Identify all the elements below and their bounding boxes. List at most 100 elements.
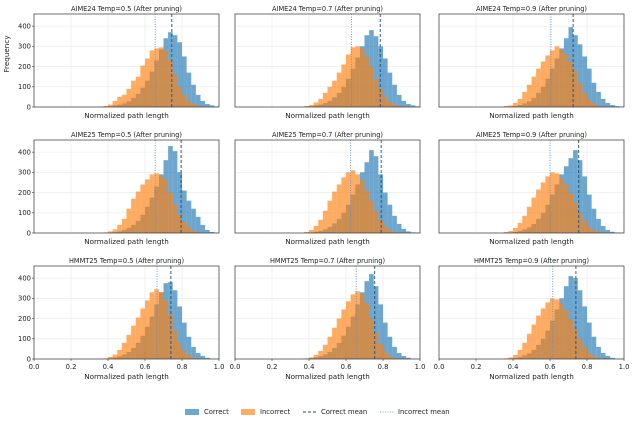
axes-frame	[33, 13, 220, 108]
bar-correct	[200, 355, 206, 359]
bar-correct	[387, 336, 393, 359]
bar-incorrect	[554, 46, 560, 107]
bar-correct	[186, 200, 192, 233]
bar-correct	[600, 352, 606, 359]
bar-correct	[195, 352, 201, 359]
legend-swatch-incorrect	[241, 409, 255, 415]
bar-incorrect	[108, 231, 113, 233]
panel-title: AIME24 Temp=0.9 (After pruning)	[476, 5, 587, 13]
bar-correct	[177, 172, 182, 233]
bar-correct	[577, 160, 583, 233]
bar-incorrect	[191, 230, 196, 233]
bar-incorrect	[108, 356, 113, 359]
bar-incorrect	[559, 178, 564, 233]
bar-incorrect	[536, 315, 541, 359]
y-tick-label: 100	[18, 83, 31, 91]
bar-correct	[182, 190, 187, 233]
bar-incorrect	[587, 226, 592, 233]
bar-incorrect	[168, 192, 173, 233]
bar-incorrect	[131, 80, 136, 107]
bar-incorrect	[112, 229, 118, 233]
bar-incorrect	[392, 357, 397, 359]
bar-incorrect	[545, 302, 550, 359]
y-tick-label: 300	[18, 295, 31, 303]
bar-correct	[610, 357, 615, 359]
bar-correct	[186, 72, 192, 107]
bar-incorrect	[332, 80, 337, 107]
bar-correct	[401, 355, 407, 359]
bar-incorrect	[350, 294, 356, 359]
bar-incorrect	[121, 94, 127, 107]
bar-correct	[573, 150, 578, 233]
x-axis-label: Normalized path length	[84, 237, 169, 246]
panel-4	[32, 139, 220, 234]
bar-correct	[410, 105, 416, 107]
bar-incorrect	[396, 105, 402, 107]
bar-incorrect	[577, 212, 583, 233]
bar-incorrect	[522, 342, 527, 359]
bar-incorrect	[554, 173, 560, 233]
bar-incorrect	[346, 54, 351, 107]
x-tick-label: 0.4	[304, 363, 315, 371]
bar-incorrect	[131, 198, 136, 233]
bar-correct	[577, 290, 583, 359]
bar-incorrect	[503, 105, 509, 107]
bar-incorrect	[309, 104, 314, 107]
bar-incorrect	[531, 324, 537, 359]
bar-incorrect	[513, 227, 518, 233]
x-tick-label: 1.0	[214, 363, 225, 371]
bar-incorrect	[149, 174, 155, 233]
bar-correct	[605, 355, 611, 359]
bar-correct	[387, 204, 393, 233]
bar-incorrect	[517, 349, 523, 359]
bar-incorrect	[536, 189, 541, 233]
bar-correct	[168, 146, 173, 233]
bar-incorrect	[336, 72, 342, 107]
bar-incorrect	[550, 298, 555, 359]
bar-correct	[387, 72, 393, 107]
bar-correct	[182, 56, 187, 107]
bar-incorrect	[373, 78, 379, 107]
bar-incorrect	[517, 222, 523, 233]
axes-frame	[234, 139, 421, 234]
bar-incorrect	[587, 352, 592, 359]
x-tick-label: 0.4	[103, 363, 114, 371]
bar-correct	[396, 94, 402, 107]
bar-incorrect	[121, 342, 127, 359]
bar-incorrect	[587, 99, 592, 107]
bar-correct	[591, 82, 597, 107]
x-axis-label: Normalized path length	[84, 111, 169, 120]
bar-incorrect	[140, 308, 145, 359]
bar-incorrect	[596, 231, 601, 233]
bar-incorrect	[508, 105, 513, 107]
bar-incorrect	[526, 333, 532, 359]
bar-correct	[200, 100, 206, 107]
bar-incorrect	[341, 64, 346, 107]
bar-incorrect	[364, 56, 370, 107]
bar-incorrect	[336, 318, 342, 359]
y-tick-label: 100	[18, 209, 31, 217]
bar-incorrect	[154, 289, 159, 359]
x-axis-label: Normalized path length	[285, 111, 370, 120]
bar-correct	[605, 102, 611, 107]
bar-incorrect	[577, 82, 583, 107]
bar-incorrect	[508, 230, 513, 233]
x-tick-label: 0.0	[230, 363, 241, 371]
bar-incorrect	[559, 303, 564, 359]
bar-incorrect	[177, 342, 182, 359]
bar-incorrect	[522, 91, 527, 107]
bar-incorrect	[378, 343, 383, 359]
bar-incorrect	[191, 103, 196, 107]
bar-incorrect	[526, 206, 532, 233]
y-tick-label: 400	[18, 274, 31, 282]
bar-incorrect	[346, 301, 351, 359]
bar-incorrect	[392, 231, 397, 233]
bar-correct	[591, 336, 597, 359]
x-tick-label: 0.2	[66, 363, 77, 371]
y-tick-label: 0	[27, 355, 31, 363]
bar-correct	[378, 46, 383, 107]
y-tick-label: 200	[18, 189, 31, 197]
bar-incorrect	[322, 344, 328, 359]
x-tick-label: 0.6	[140, 363, 151, 371]
bar-incorrect	[140, 184, 145, 233]
